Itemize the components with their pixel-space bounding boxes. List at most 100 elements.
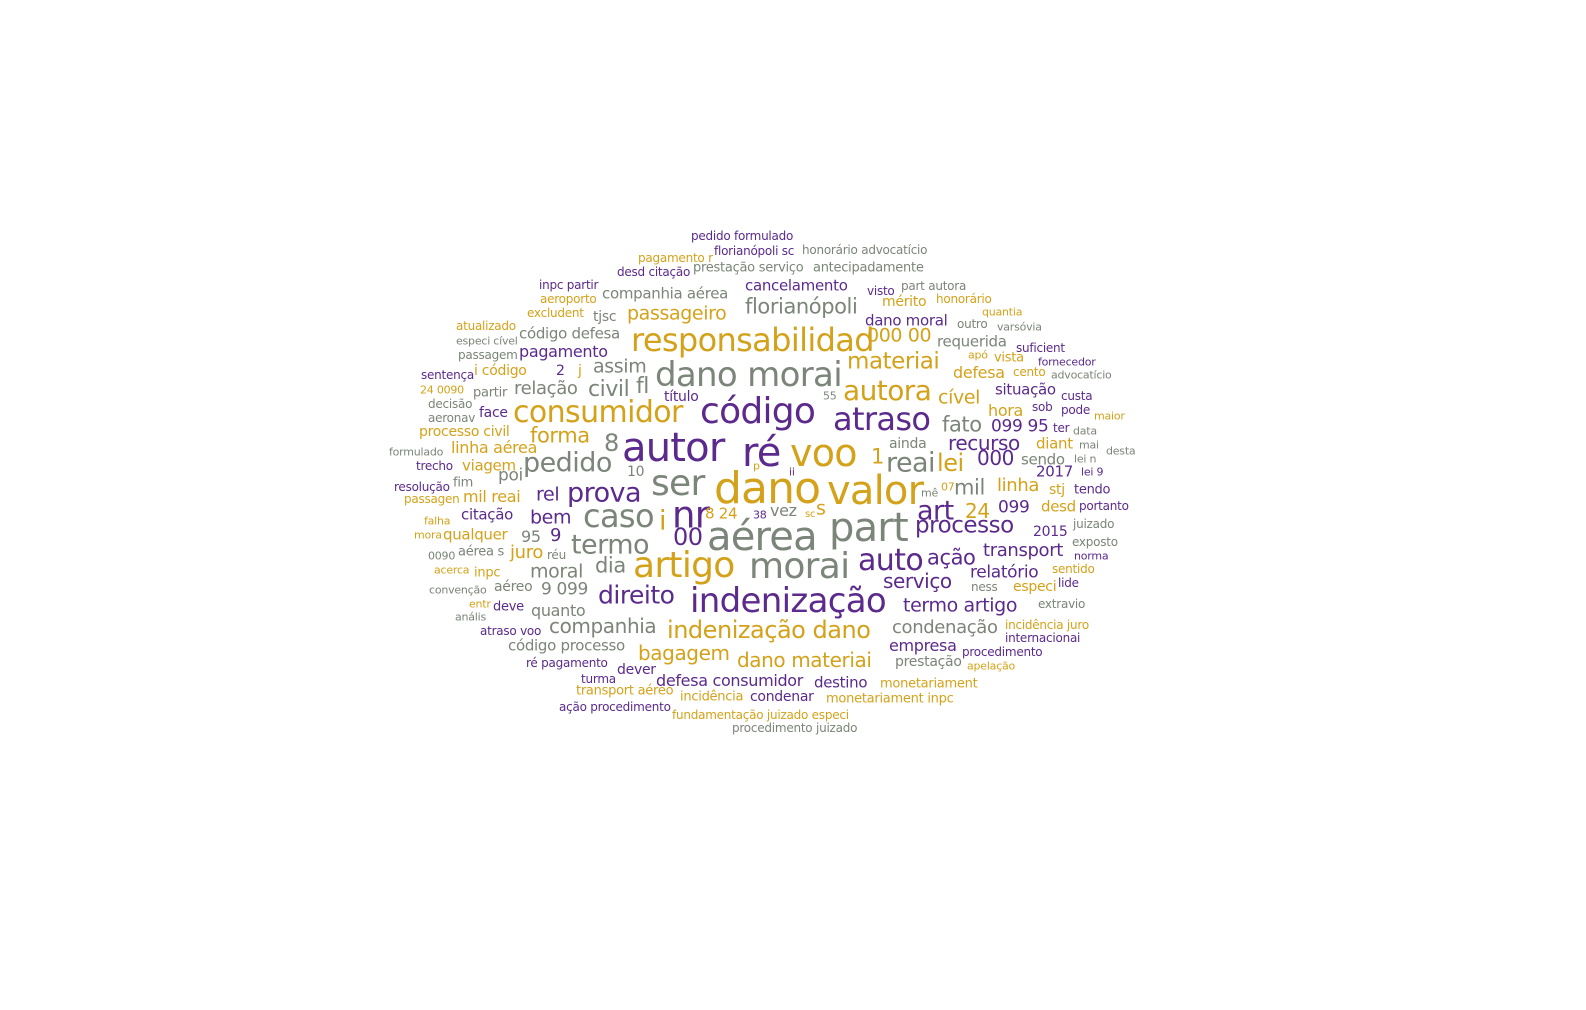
- cloud-word: entr: [469, 597, 491, 611]
- cloud-word: direito: [598, 580, 675, 610]
- cloud-word: pode: [1061, 403, 1090, 417]
- cloud-word: 07: [941, 480, 955, 494]
- cloud-word: sob: [1032, 400, 1053, 414]
- cloud-word: quanto: [531, 601, 586, 620]
- cloud-word: formulado: [389, 445, 444, 459]
- cloud-word: acerca: [434, 563, 470, 577]
- cloud-word: 099: [998, 497, 1030, 518]
- cloud-word: mil reai: [463, 487, 521, 506]
- cloud-word: dano morai: [655, 355, 843, 395]
- cloud-word: processo civil: [419, 424, 510, 440]
- cloud-word: visto: [867, 284, 895, 298]
- cloud-word: defesa consumidor: [656, 671, 804, 690]
- cloud-word: lei 9: [1081, 465, 1104, 479]
- cloud-word: autora: [843, 374, 932, 407]
- cloud-word: pagamento r: [638, 251, 713, 265]
- cloud-word: aeroporto: [540, 292, 597, 306]
- cloud-word: lide: [1058, 576, 1079, 590]
- cloud-word: aeronav: [428, 411, 476, 425]
- cloud-word: transport aéreo: [576, 683, 674, 699]
- cloud-word: transport: [983, 540, 1063, 561]
- cloud-word: autor: [622, 425, 725, 471]
- cloud-word: situação: [995, 380, 1056, 399]
- cloud-word: bagagem: [638, 641, 730, 665]
- cloud-word: desta: [1106, 444, 1136, 458]
- cloud-word: qualquer: [443, 525, 508, 544]
- cloud-word: serviço: [883, 569, 952, 593]
- cloud-word: ser: [651, 463, 705, 504]
- cloud-word: honorário advocatício: [802, 243, 928, 257]
- cloud-word: 38: [753, 508, 767, 522]
- cloud-word: procedimento: [962, 645, 1043, 659]
- cloud-word: ter: [1053, 421, 1070, 435]
- cloud-word: companhia: [549, 614, 657, 638]
- cloud-word: decisão: [428, 397, 473, 411]
- cloud-word: pedido: [523, 447, 612, 479]
- cloud-word: ação procedimento: [559, 700, 671, 714]
- cloud-word: dano: [714, 463, 821, 514]
- cloud-word: dano materiai: [737, 648, 872, 672]
- cloud-word: deve: [493, 599, 524, 615]
- cloud-word: mê: [921, 486, 939, 500]
- cloud-word: cancelamento: [745, 276, 848, 295]
- cloud-word: internacionai: [1005, 631, 1081, 645]
- cloud-word: face: [479, 405, 508, 421]
- cloud-word: data: [1073, 424, 1097, 438]
- cloud-word: voo: [790, 431, 857, 475]
- cloud-word: termo: [571, 529, 649, 561]
- cloud-word: mil: [954, 475, 985, 500]
- cloud-word: título: [664, 389, 699, 405]
- cloud-word: juizado: [1073, 517, 1115, 531]
- cloud-word: empresa: [889, 636, 957, 655]
- cloud-word: aéreo: [494, 579, 533, 595]
- cloud-word: relatório: [970, 562, 1039, 583]
- cloud-word: ness: [971, 580, 998, 594]
- cloud-word: condenação: [892, 617, 998, 638]
- cloud-word: juro: [510, 542, 543, 563]
- cloud-word: cento: [1013, 365, 1046, 379]
- cloud-word: ré: [742, 430, 781, 476]
- cloud-word: 9 099: [541, 579, 588, 600]
- cloud-word: ii: [789, 465, 795, 479]
- cloud-word: cível: [938, 386, 981, 409]
- cloud-word: incidência: [680, 689, 744, 705]
- cloud-word: 55: [823, 389, 837, 403]
- cloud-word: 9: [550, 525, 562, 546]
- cloud-word: defesa: [953, 363, 1005, 382]
- cloud-word: caso: [583, 497, 655, 535]
- cloud-word: outro: [957, 317, 988, 331]
- cloud-word: norma: [1074, 549, 1109, 563]
- cloud-word: código defesa: [519, 324, 620, 343]
- cloud-word: consumidor: [513, 395, 683, 430]
- cloud-word: especi cível: [456, 334, 518, 348]
- cloud-word: apó: [968, 348, 988, 362]
- cloud-word: condenar: [750, 689, 814, 705]
- cloud-word: extravio: [1038, 597, 1086, 611]
- cloud-word: 000: [977, 446, 1014, 470]
- cloud-word: materiai: [847, 348, 940, 375]
- cloud-word: i código: [474, 363, 527, 379]
- cloud-word: fato: [942, 412, 982, 437]
- cloud-word: fl: [636, 374, 649, 399]
- cloud-word: forma: [530, 423, 590, 448]
- cloud-word: réu: [547, 548, 566, 562]
- cloud-word: fornecedor: [1038, 355, 1096, 369]
- cloud-word: prova: [567, 477, 642, 509]
- cloud-word: maior: [1094, 409, 1125, 423]
- cloud-word: pedido formulado: [691, 229, 794, 243]
- cloud-word: diant: [1036, 434, 1073, 453]
- cloud-word: processo: [915, 512, 1014, 539]
- cloud-word: sendo: [1021, 450, 1065, 469]
- cloud-word: 24: [965, 499, 990, 523]
- cloud-word: 2: [556, 363, 565, 379]
- cloud-word: código: [700, 391, 816, 432]
- cloud-word: stj: [1049, 482, 1065, 498]
- cloud-word: anális: [455, 610, 486, 624]
- cloud-word: exposto: [1072, 535, 1118, 549]
- cloud-word: 24 0090: [420, 383, 464, 397]
- cloud-word: sc: [805, 509, 816, 520]
- cloud-word: apelação: [967, 659, 1016, 673]
- cloud-word: tendo: [1074, 482, 1111, 498]
- cloud-word: part: [829, 505, 909, 551]
- cloud-word: 95: [521, 527, 541, 546]
